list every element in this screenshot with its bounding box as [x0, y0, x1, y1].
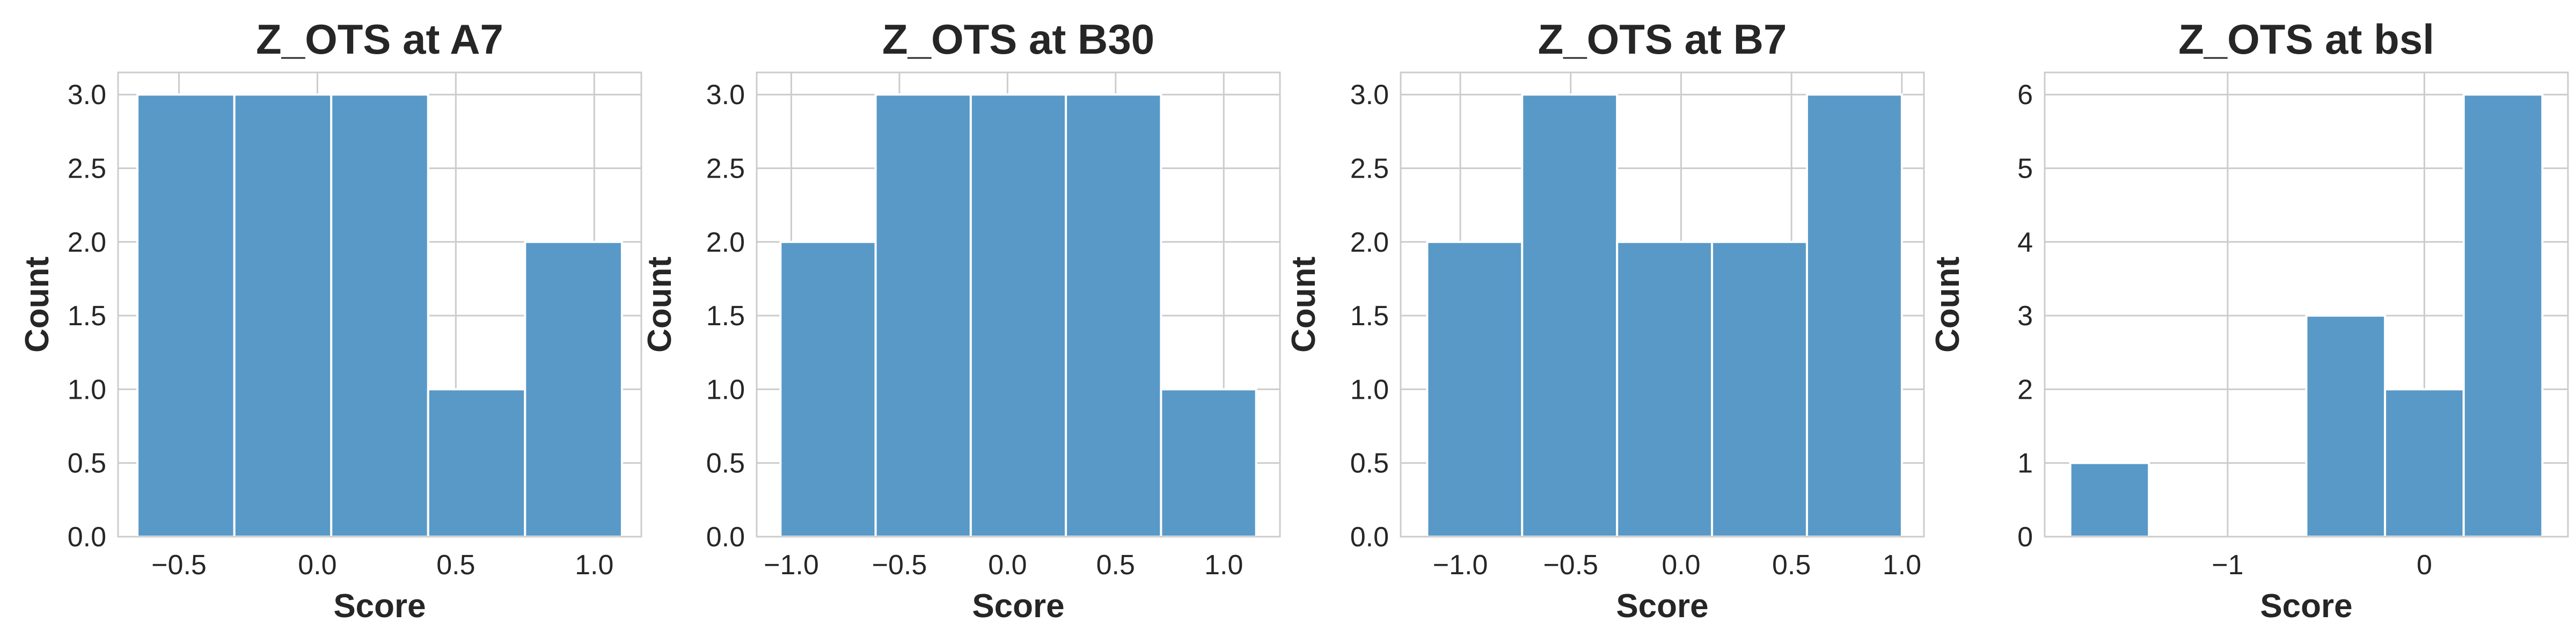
y-tick-label: 3.0: [68, 79, 106, 111]
y-tick-label: 1.0: [1350, 374, 1389, 405]
histogram-bar: [2384, 388, 2465, 538]
histogram-bar: [1805, 93, 1903, 538]
x-tick-label: 0.5: [436, 550, 475, 581]
chart-title: Z_OTS at B30: [882, 16, 1154, 63]
y-tick-label: 0.5: [706, 448, 745, 479]
x-tick-label: 0: [2417, 550, 2432, 581]
y-axis-label: Count: [19, 257, 56, 353]
histogram-bar: [969, 93, 1067, 538]
subplot-1: −0.5 0.0 0.5 1.0 0.0 0.5 1.0 1.5 2.0 2.5 3.0 Z_OTS …: [19, 16, 642, 625]
y-tick-label: 0.0: [706, 522, 745, 553]
y-tick-label: 6: [2017, 79, 2033, 111]
y-tick-label: 4: [2017, 227, 2033, 258]
x-tick-label: −0.5: [151, 550, 207, 581]
subplot-2: −1.0 −0.5 0.0 0.5 1.0 0.0 0.5 1.0 1.5 2.0 2.5 3.0 Z_…: [641, 16, 1281, 625]
x-tick-label: 0.5: [1096, 550, 1135, 581]
histogram-bar: [874, 93, 972, 538]
histogram-bar: [330, 93, 429, 538]
histogram-bar: [1711, 240, 1808, 538]
y-tick-label: 2.0: [706, 227, 745, 258]
x-tick-label: 1.0: [1204, 550, 1243, 581]
x-axis-label: Score: [1616, 588, 1708, 625]
subplot-3: −1.0 −0.5 0.0 0.5 1.0 0.0 0.5 1.0 1.5 2.0 2.5 3.0 Z_…: [1285, 16, 1925, 625]
histogram-bar: [1426, 240, 1524, 538]
y-tick-label: 2: [2017, 374, 2033, 405]
histogram-bar: [2069, 462, 2150, 538]
y-axis-label: Count: [641, 257, 678, 353]
x-tick-label: −1.0: [764, 550, 819, 581]
subplot-4: −1 0 0 1 2 3 4 5 6 Z_OTS at bsl Score Count: [1929, 16, 2569, 625]
axes-frame: [117, 71, 642, 538]
y-tick-label: 3: [2017, 301, 2033, 332]
y-tick-label: 1: [2017, 448, 2033, 479]
y-tick-label: 3.0: [706, 79, 745, 111]
x-tick-label: −1: [2212, 550, 2243, 581]
x-axis-label: Score: [333, 588, 426, 625]
y-tick-label: 1.0: [706, 374, 745, 405]
x-tick-label: −0.5: [1543, 550, 1598, 581]
chart-title: Z_OTS at A7: [256, 16, 503, 63]
chart-title: Z_OTS at B7: [1538, 16, 1787, 63]
chart-title: Z_OTS at bsl: [2178, 16, 2434, 63]
histogram-bar: [233, 93, 333, 538]
x-axis-label: Score: [972, 588, 1064, 625]
x-tick-label: 0.0: [1662, 550, 1700, 581]
x-tick-label: 0.0: [988, 550, 1027, 581]
x-tick-label: −0.5: [872, 550, 927, 581]
histogram-bar: [2305, 314, 2387, 538]
x-tick-label: 1.0: [575, 550, 613, 581]
y-tick-label: 3.0: [1350, 79, 1389, 111]
y-tick-label: 2.5: [706, 153, 745, 184]
histogram-bar: [524, 240, 623, 538]
y-tick-label: 0.0: [68, 522, 106, 553]
histogram-bar: [136, 93, 236, 538]
y-tick-label: 2.0: [68, 227, 106, 258]
histogram-bar: [1616, 240, 1714, 538]
y-tick-label: 1.5: [68, 301, 106, 332]
y-tick-label: 1.0: [68, 374, 106, 405]
y-tick-label: 2.5: [1350, 153, 1389, 184]
y-axis-label: Count: [1285, 257, 1322, 353]
y-tick-label: 2.0: [1350, 227, 1389, 258]
histogram-bar: [779, 240, 877, 538]
y-tick-label: 1.5: [1350, 301, 1389, 332]
y-tick-label: 2.5: [68, 153, 106, 184]
histogram-bar: [1065, 93, 1162, 538]
x-axis-label: Score: [2260, 588, 2352, 625]
x-tick-label: 1.0: [1883, 550, 1921, 581]
axes-frame: [2044, 71, 2569, 538]
x-tick-label: −1.0: [1433, 550, 1488, 581]
axes-frame: [1400, 71, 1925, 538]
y-tick-label: 5: [2017, 153, 2033, 184]
x-tick-label: 0.0: [298, 550, 336, 581]
y-tick-label: 1.5: [706, 301, 745, 332]
y-axis-label: Count: [1929, 257, 1966, 353]
axes-frame: [756, 71, 1281, 538]
histogram-bar: [427, 388, 526, 538]
y-tick-label: 0.0: [1350, 522, 1389, 553]
y-tick-label: 0.5: [68, 448, 106, 479]
histogram-bar: [1521, 93, 1619, 538]
x-tick-label: 0.5: [1772, 550, 1811, 581]
y-tick-label: 0: [2017, 522, 2033, 553]
histogram-bar: [2462, 93, 2544, 538]
y-tick-label: 0.5: [1350, 448, 1389, 479]
histogram-bar: [1160, 388, 1257, 538]
